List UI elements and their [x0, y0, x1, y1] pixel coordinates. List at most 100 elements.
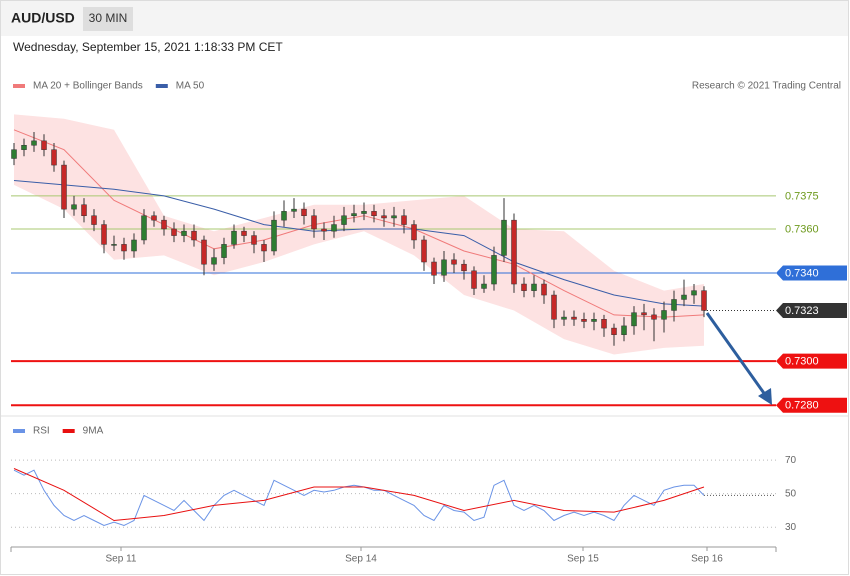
level-label: 0.7375 — [785, 190, 819, 202]
header-bar — [1, 1, 848, 36]
candle-body — [691, 290, 697, 296]
candle-body — [431, 261, 437, 276]
candle-body — [211, 257, 217, 265]
candle-body — [461, 263, 467, 272]
x-tick-label: Sep 16 — [691, 554, 723, 565]
legend-swatch — [155, 84, 168, 88]
candle-body — [291, 208, 297, 212]
candle-body — [681, 294, 687, 300]
level-label-box — [776, 397, 847, 413]
candle-body — [401, 215, 407, 225]
candle-body — [241, 230, 247, 236]
candle-body — [581, 319, 587, 322]
candle-body — [321, 228, 327, 232]
legend-label: MA 20 + Bollinger Bands — [33, 81, 143, 92]
candle-body — [51, 149, 57, 166]
candle-body — [501, 219, 507, 256]
legend-label: RSI — [33, 426, 50, 437]
level-label: 0.7280 — [785, 400, 819, 412]
candle-body — [631, 312, 637, 327]
candle-body — [541, 283, 547, 296]
level-label-box — [776, 302, 847, 318]
candle-body — [61, 164, 67, 210]
candle-body — [571, 316, 577, 320]
candle-body — [521, 283, 527, 291]
bollinger-band — [14, 114, 704, 355]
candle-body — [381, 215, 387, 219]
candle-body — [231, 230, 237, 245]
indicator-line — [13, 468, 705, 522]
candle-body — [11, 149, 17, 159]
candle-body — [301, 208, 307, 216]
candle-body — [341, 215, 347, 225]
candle-body — [251, 235, 257, 245]
candle-body — [111, 244, 117, 246]
level-label-box — [776, 353, 847, 369]
y-tick-label: 70 — [785, 455, 797, 466]
candle-body — [91, 215, 97, 225]
legend-swatch — [13, 429, 25, 433]
x-tick-label: Sep 11 — [106, 554, 137, 565]
legend-label: MA 50 — [176, 81, 205, 92]
candle-body — [181, 230, 187, 236]
candle-body — [451, 259, 457, 265]
level-label: 0.7360 — [785, 223, 819, 235]
candle-body — [41, 140, 47, 150]
candle-body — [511, 219, 517, 285]
candle-body — [161, 219, 167, 230]
x-tick-label: Sep 15 — [567, 554, 599, 565]
moving-average — [13, 180, 705, 307]
legend-swatch — [13, 84, 25, 88]
candle-body — [151, 215, 157, 221]
candle-body — [351, 213, 357, 216]
timeframe: 30 MIN — [89, 11, 128, 25]
level-label-box — [776, 265, 847, 281]
level-label: 0.7323 — [785, 305, 819, 317]
candle-body — [661, 310, 667, 320]
level-label: 0.7340 — [785, 267, 819, 279]
candle-body — [601, 319, 607, 329]
subtitle: Wednesday, September 15, 2021 1:18:33 PM… — [13, 40, 283, 54]
candle-body — [361, 211, 367, 214]
candle-body — [221, 244, 227, 258]
candle-body — [81, 204, 87, 216]
candle-body — [701, 290, 707, 311]
y-tick-label: 50 — [785, 488, 797, 499]
candle-body — [561, 316, 567, 320]
candle-body — [31, 140, 37, 146]
timeframe-box — [83, 7, 133, 31]
candle-body — [141, 215, 147, 241]
y-tick-label: 30 — [785, 522, 797, 533]
candle-body — [611, 327, 617, 335]
candle-body — [201, 239, 207, 265]
price-panel: 0.7375 0.7360 0.7340 0.7323 0.7300 0.7280 MA 2… — [11, 81, 847, 413]
candle-body — [531, 283, 537, 291]
candle-body — [311, 215, 317, 230]
chart-title: AUD/USD — [11, 10, 75, 26]
candle-body — [441, 259, 447, 276]
credit: Research © 2021 Trading Central — [692, 81, 841, 92]
candle-body — [21, 145, 27, 150]
legend-label: 9MA — [83, 426, 104, 437]
legend-swatch — [62, 429, 75, 433]
candle-body — [121, 244, 127, 252]
candle-body — [491, 255, 497, 285]
forecast-arrow-head — [758, 388, 772, 405]
candle-body — [671, 299, 677, 311]
candle-body — [271, 219, 277, 252]
candle-body — [641, 312, 647, 316]
candle-body — [131, 239, 137, 252]
candle-body — [391, 215, 397, 219]
x-tick-label: Sep 14 — [345, 554, 377, 565]
candle-body — [331, 224, 337, 232]
candle-body — [191, 230, 197, 241]
candle-body — [261, 244, 267, 252]
candle-body — [481, 283, 487, 289]
candle-body — [421, 239, 427, 263]
forecast-arrow — [705, 312, 768, 397]
indicator-line — [13, 469, 705, 527]
candle-body — [621, 325, 627, 335]
